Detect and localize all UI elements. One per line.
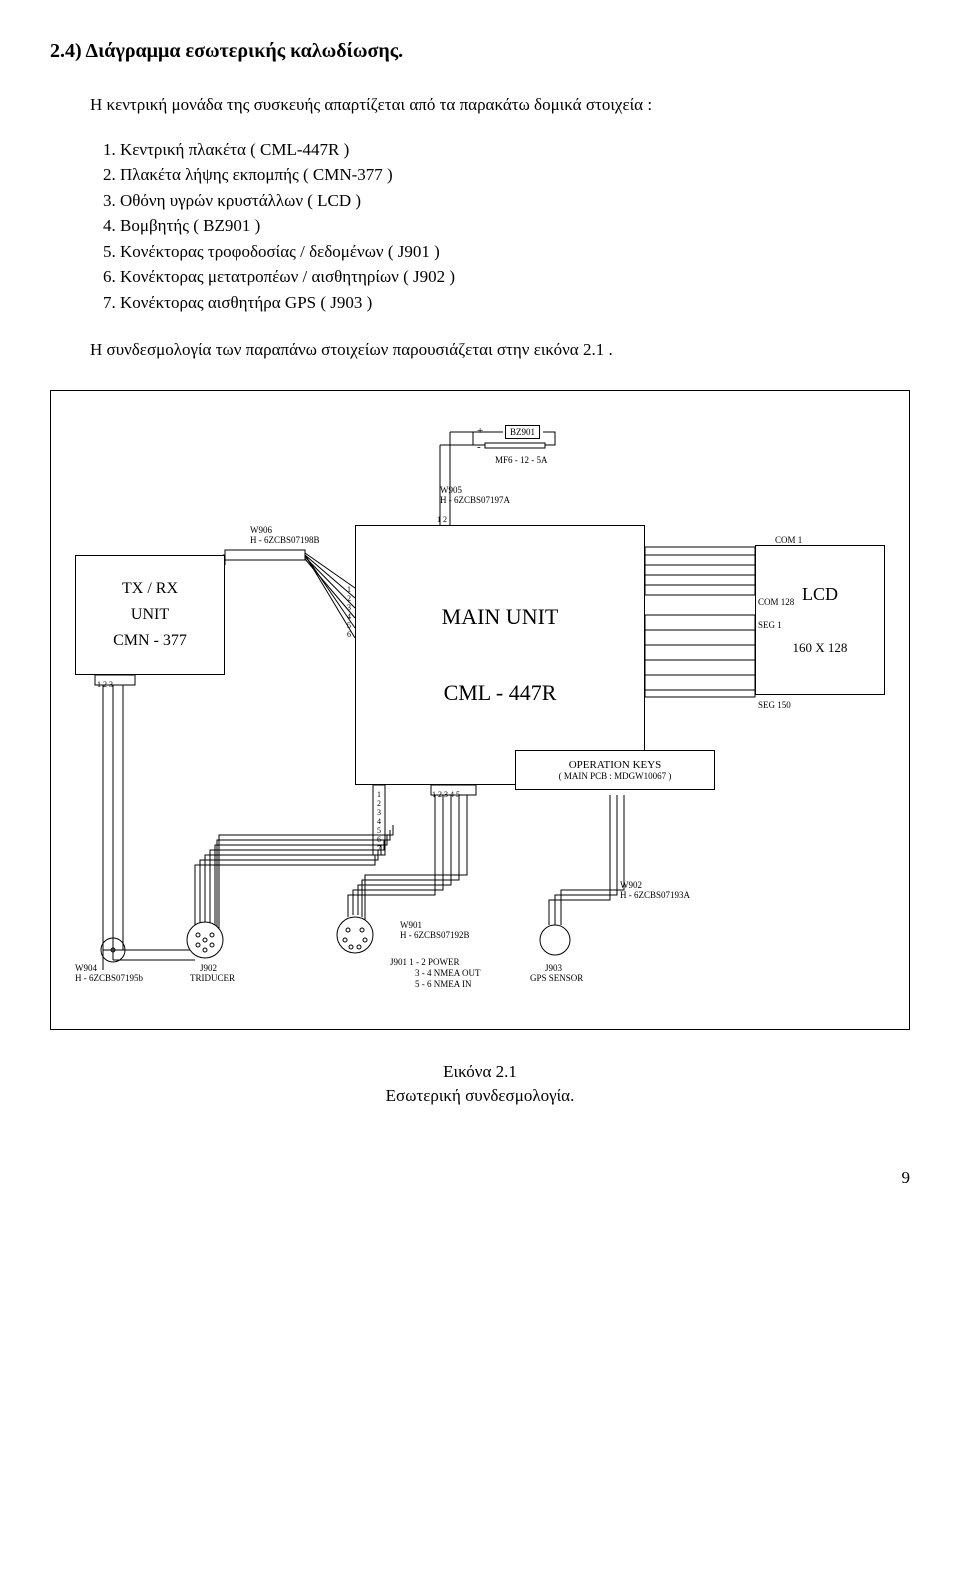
- j901-label-l2: 3 - 4 NMEA OUT: [415, 968, 481, 978]
- main-line1: MAIN UNIT: [442, 604, 559, 630]
- figure-caption: Εικόνα 2.1 Εσωτερική συνδεσμολογία.: [50, 1060, 910, 1108]
- w905-label-l1: W905: [440, 485, 462, 495]
- page-number: 9: [50, 1168, 910, 1188]
- main-unit-block: MAIN UNIT CML - 447R: [355, 525, 645, 785]
- pins-vert-1234567: 1 2 3 4 5 6 7: [377, 790, 381, 853]
- wiring-diagram: TX / RX UNIT CMN - 377 MAIN UNIT CML - 4…: [55, 395, 905, 1025]
- j903-label-l1: J903: [545, 963, 562, 973]
- opkeys-block: OPERATION KEYS ( MAIN PCB : MDGW10067 ): [515, 750, 715, 790]
- intro-paragraph: Η κεντρική μονάδα της συσκευής απαρτίζετ…: [50, 93, 910, 117]
- list-item: Κονέκτορας μετατροπέων / αισθητηρίων ( J…: [120, 264, 910, 290]
- caption-line2: Εσωτερική συνδεσμολογία.: [386, 1086, 575, 1105]
- summary-paragraph: Η συνδεσμολογία των παραπάνω στοιχείων π…: [50, 340, 910, 360]
- list-item: Πλακέτα λήψης εκπομπής ( CMN-377 ): [120, 162, 910, 188]
- j901-label-l1: J901 1 - 2 POWER: [390, 957, 460, 967]
- w906-label-l1: W906: [250, 525, 272, 535]
- w904-label-l2: H - 6ZCBS07195b: [75, 973, 143, 983]
- txrx-line3: CMN - 377: [113, 632, 187, 650]
- list-item: Κονέκτορας αισθητήρα GPS ( J903 ): [120, 290, 910, 316]
- plus-label: +: [477, 425, 483, 437]
- diagram-frame: TX / RX UNIT CMN - 377 MAIN UNIT CML - 4…: [50, 390, 910, 1030]
- w904-label-l1: W904: [75, 963, 97, 973]
- txrx-line2: UNIT: [131, 606, 169, 624]
- j902-label: J902: [200, 963, 217, 973]
- txrx-block: TX / RX UNIT CMN - 377: [75, 555, 225, 675]
- pins-123-txrx: 1 2 3: [97, 680, 113, 689]
- com128-label: COM 128: [758, 597, 794, 607]
- lcd-line1: LCD: [802, 584, 838, 605]
- w906-label-l2: H - 6ZCBS07198B: [250, 535, 320, 545]
- minus-label: -: [477, 441, 481, 453]
- w901-label-l1: W901: [400, 920, 422, 930]
- j901-label-l3: 5 - 6 NMEA IN: [415, 979, 472, 989]
- lcd-line2: 160 X 128: [793, 640, 848, 656]
- w902-label-l2: H - 6ZCBS07193A: [620, 890, 690, 900]
- caption-line1: Εικόνα 2.1: [443, 1062, 517, 1081]
- section-heading: 2.4) Διάγραμμα εσωτερικής καλωδίωσης.: [50, 40, 910, 63]
- list-item: Κονέκτορας τροφοδοσίας / δεδομένων ( J90…: [120, 239, 910, 265]
- list-item: Οθόνη υγρών κρυστάλλων ( LCD ): [120, 188, 910, 214]
- com1-label: COM 1: [775, 535, 802, 545]
- w901-label-l2: H - 6ZCBS07192B: [400, 930, 470, 940]
- component-list: Κεντρική πλακέτα ( CML-447R ) Πλακέτα λή…: [50, 137, 910, 316]
- txrx-line1: TX / RX: [122, 580, 178, 598]
- w902-label-l1: W902: [620, 880, 642, 890]
- w905-label-l2: H - 6ZCBS07197A: [440, 495, 510, 505]
- list-item: Κεντρική πλακέτα ( CML-447R ): [120, 137, 910, 163]
- j903-label-l2: GPS SENSOR: [530, 973, 583, 983]
- pins-12-top: 1 2: [437, 515, 447, 524]
- pins-vert-123456: 1 2 3 4 5 6: [347, 585, 351, 639]
- seg1-label: SEG 1: [758, 620, 782, 630]
- fuse-label: MF6 - 12 - 5A: [495, 455, 548, 465]
- main-line2: CML - 447R: [444, 680, 557, 706]
- buzzer-box: BZ901: [505, 425, 540, 439]
- j902-triducer: TRIDUCER: [190, 973, 235, 983]
- list-item: Βομβητής ( BZ901 ): [120, 213, 910, 239]
- opkeys-line1: OPERATION KEYS: [569, 759, 662, 771]
- opkeys-line2: ( MAIN PCB : MDGW10067 ): [559, 771, 672, 781]
- seg150-label: SEG 150: [758, 700, 791, 710]
- pins-12345-bottom: 1 2 3 4 5: [432, 790, 460, 799]
